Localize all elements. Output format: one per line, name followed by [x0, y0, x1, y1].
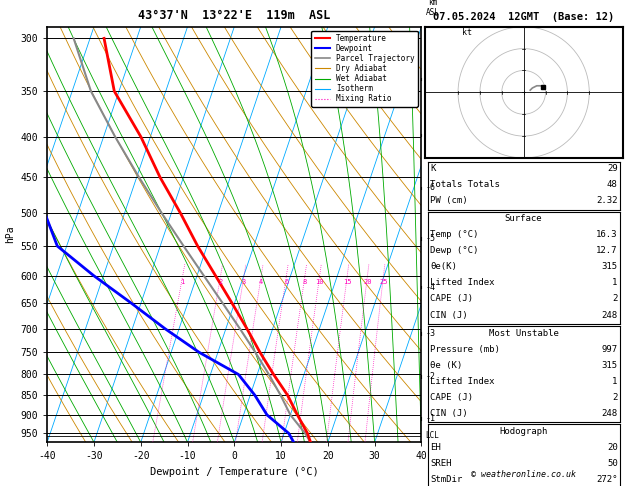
Text: 3: 3	[242, 279, 246, 285]
Text: 315: 315	[601, 262, 618, 271]
Legend: Temperature, Dewpoint, Parcel Trajectory, Dry Adiabat, Wet Adiabat, Isotherm, Mi: Temperature, Dewpoint, Parcel Trajectory…	[311, 31, 418, 106]
Text: PW (cm): PW (cm)	[430, 196, 468, 205]
Text: 2: 2	[612, 295, 618, 303]
Text: Lifted Index: Lifted Index	[430, 377, 495, 385]
Text: Lifted Index: Lifted Index	[430, 278, 495, 287]
Text: CIN (J): CIN (J)	[430, 311, 468, 319]
Text: SREH: SREH	[430, 459, 452, 468]
Text: kt: kt	[462, 29, 472, 37]
Text: 48: 48	[607, 180, 618, 189]
Text: 4: 4	[259, 279, 264, 285]
Text: 1: 1	[181, 279, 185, 285]
Text: 315: 315	[601, 361, 618, 369]
Text: 29: 29	[607, 164, 618, 173]
Text: 10: 10	[315, 279, 324, 285]
Text: θe(K): θe(K)	[430, 262, 457, 271]
Text: 1: 1	[612, 377, 618, 385]
Text: Dewp (°C): Dewp (°C)	[430, 246, 479, 255]
Text: 8: 8	[303, 279, 307, 285]
Text: 25: 25	[379, 279, 387, 285]
Text: CIN (J): CIN (J)	[430, 409, 468, 417]
Text: 12.7: 12.7	[596, 246, 618, 255]
Text: 272°: 272°	[596, 475, 618, 484]
Text: LCL: LCL	[425, 432, 439, 440]
Text: CAPE (J): CAPE (J)	[430, 295, 473, 303]
Text: 20: 20	[607, 443, 618, 451]
Text: 997: 997	[601, 345, 618, 353]
Text: 2.32: 2.32	[596, 196, 618, 205]
Text: -8: -8	[425, 75, 435, 84]
Text: -5: -5	[425, 234, 435, 243]
Text: EH: EH	[430, 443, 441, 451]
Text: 15: 15	[343, 279, 352, 285]
Text: Pressure (mb): Pressure (mb)	[430, 345, 500, 353]
Text: 43°37'N  13°22'E  119m  ASL: 43°37'N 13°22'E 119m ASL	[138, 9, 330, 22]
Text: θe (K): θe (K)	[430, 361, 462, 369]
Text: © weatheronline.co.uk: © weatheronline.co.uk	[471, 469, 576, 479]
Text: StmDir: StmDir	[430, 475, 462, 484]
Text: 20: 20	[363, 279, 372, 285]
Text: 50: 50	[607, 459, 618, 468]
Text: 6: 6	[284, 279, 289, 285]
Text: -3: -3	[425, 329, 435, 338]
Text: 248: 248	[601, 311, 618, 319]
Text: -1: -1	[425, 414, 435, 423]
Text: CAPE (J): CAPE (J)	[430, 393, 473, 401]
Text: K: K	[430, 164, 436, 173]
X-axis label: Dewpoint / Temperature (°C): Dewpoint / Temperature (°C)	[150, 467, 319, 477]
Text: Surface: Surface	[505, 214, 542, 223]
Text: -6: -6	[425, 183, 435, 192]
Y-axis label: hPa: hPa	[5, 226, 15, 243]
Text: 2: 2	[218, 279, 223, 285]
Text: Most Unstable: Most Unstable	[489, 329, 559, 337]
Text: 16.3: 16.3	[596, 230, 618, 239]
Text: Temp (°C): Temp (°C)	[430, 230, 479, 239]
Text: 2: 2	[612, 393, 618, 401]
Text: -4: -4	[425, 283, 435, 292]
Text: 248: 248	[601, 409, 618, 417]
Text: km
ASL: km ASL	[426, 0, 440, 17]
Text: -2: -2	[425, 372, 435, 381]
Text: 07.05.2024  12GMT  (Base: 12): 07.05.2024 12GMT (Base: 12)	[433, 12, 615, 22]
Text: -7: -7	[425, 131, 435, 139]
Text: Totals Totals: Totals Totals	[430, 180, 500, 189]
Text: 1: 1	[612, 278, 618, 287]
Text: Hodograph: Hodograph	[499, 427, 548, 435]
